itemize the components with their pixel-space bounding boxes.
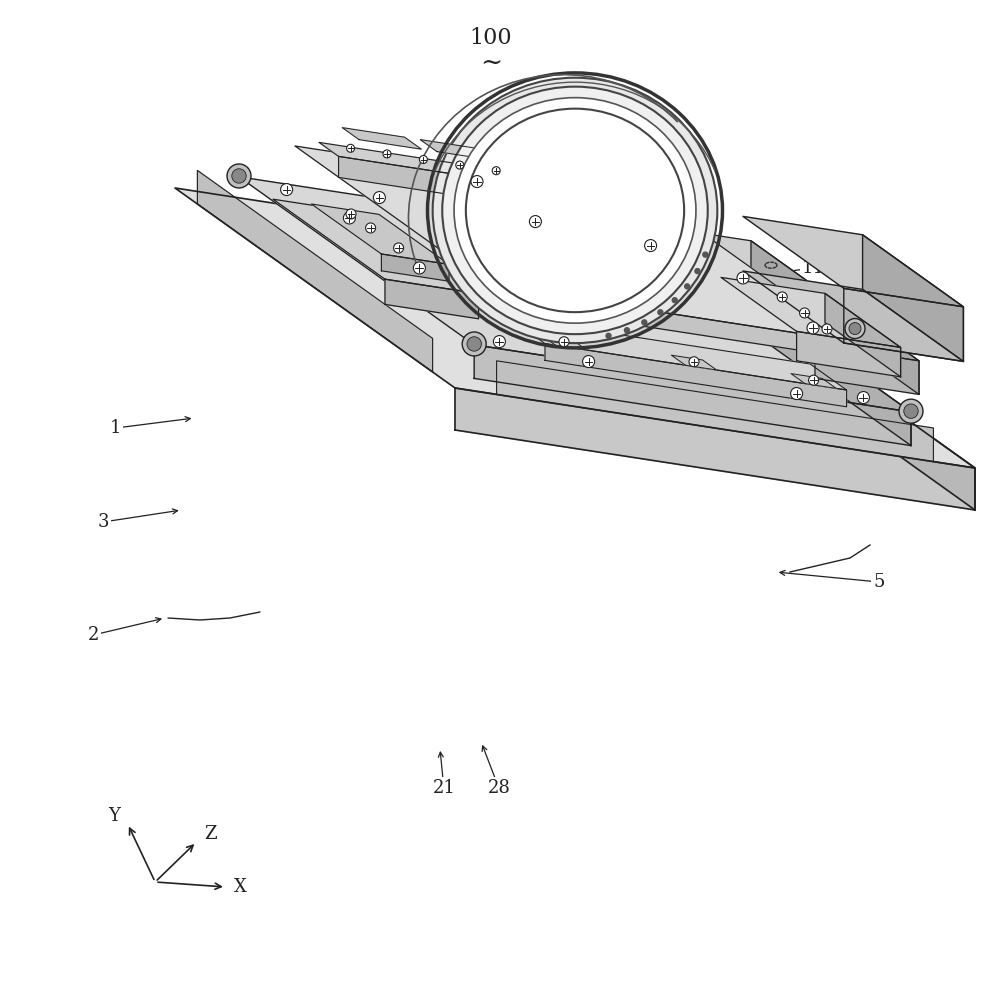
Polygon shape <box>815 345 919 394</box>
Polygon shape <box>751 241 919 394</box>
Circle shape <box>644 240 657 252</box>
Circle shape <box>373 192 385 204</box>
Polygon shape <box>676 244 911 446</box>
Circle shape <box>347 144 355 152</box>
Ellipse shape <box>465 109 684 312</box>
Circle shape <box>227 164 251 188</box>
Text: Y: Y <box>108 807 120 825</box>
Circle shape <box>807 322 819 334</box>
Ellipse shape <box>454 98 696 323</box>
Circle shape <box>669 236 683 250</box>
Circle shape <box>493 336 506 348</box>
Text: 11: 11 <box>801 259 825 277</box>
Text: 21: 21 <box>432 779 456 797</box>
Circle shape <box>383 150 391 158</box>
Polygon shape <box>385 279 478 319</box>
Text: 16: 16 <box>801 321 825 339</box>
Circle shape <box>529 216 541 228</box>
Circle shape <box>419 155 427 163</box>
Polygon shape <box>647 225 919 361</box>
Circle shape <box>344 212 355 224</box>
Polygon shape <box>273 199 478 294</box>
Polygon shape <box>455 388 975 510</box>
Circle shape <box>346 209 356 219</box>
Circle shape <box>606 333 611 338</box>
Circle shape <box>689 357 699 367</box>
Text: 100: 100 <box>469 27 513 49</box>
Polygon shape <box>497 361 934 462</box>
Circle shape <box>463 332 486 356</box>
Polygon shape <box>862 235 963 361</box>
Circle shape <box>673 298 678 303</box>
Polygon shape <box>541 335 586 350</box>
Polygon shape <box>319 142 547 188</box>
Polygon shape <box>197 170 433 372</box>
Polygon shape <box>491 286 855 359</box>
Circle shape <box>232 169 246 183</box>
Text: 5: 5 <box>873 573 885 591</box>
Circle shape <box>281 184 293 196</box>
Polygon shape <box>825 293 900 377</box>
Circle shape <box>737 272 749 284</box>
Circle shape <box>467 337 481 351</box>
Ellipse shape <box>433 78 717 343</box>
Polygon shape <box>695 268 975 510</box>
Text: 1: 1 <box>110 419 122 437</box>
Circle shape <box>857 392 869 404</box>
Polygon shape <box>509 318 846 390</box>
Text: X: X <box>234 878 246 896</box>
Polygon shape <box>721 277 900 347</box>
Polygon shape <box>743 271 963 361</box>
Text: 4: 4 <box>883 449 895 467</box>
Circle shape <box>845 319 865 339</box>
Polygon shape <box>474 345 911 446</box>
Text: 3: 3 <box>97 513 109 531</box>
Polygon shape <box>791 374 837 388</box>
Circle shape <box>808 375 819 385</box>
Polygon shape <box>239 177 911 412</box>
Text: 28: 28 <box>487 779 511 797</box>
Circle shape <box>664 231 687 255</box>
Text: 2: 2 <box>87 626 99 644</box>
Ellipse shape <box>442 87 708 334</box>
Circle shape <box>684 284 689 289</box>
Circle shape <box>394 243 404 253</box>
Circle shape <box>492 167 500 175</box>
Polygon shape <box>339 156 547 209</box>
Circle shape <box>365 223 375 233</box>
Circle shape <box>582 356 594 368</box>
Polygon shape <box>311 204 449 264</box>
Polygon shape <box>672 355 717 370</box>
Polygon shape <box>545 344 846 407</box>
Circle shape <box>456 161 464 169</box>
Polygon shape <box>342 128 421 149</box>
Circle shape <box>777 292 788 302</box>
Circle shape <box>559 337 569 347</box>
Polygon shape <box>175 188 975 468</box>
Circle shape <box>703 252 708 257</box>
Circle shape <box>899 399 923 423</box>
Circle shape <box>471 176 483 188</box>
Polygon shape <box>844 288 963 361</box>
Circle shape <box>658 310 663 315</box>
Text: Z: Z <box>204 825 217 843</box>
Circle shape <box>642 320 647 325</box>
Polygon shape <box>743 216 963 307</box>
Polygon shape <box>420 140 505 162</box>
Circle shape <box>413 262 425 274</box>
Polygon shape <box>796 331 900 377</box>
Text: ∼: ∼ <box>480 49 502 75</box>
Polygon shape <box>381 254 449 281</box>
Circle shape <box>903 404 918 418</box>
Circle shape <box>791 388 802 400</box>
Circle shape <box>799 308 809 318</box>
Circle shape <box>695 269 700 274</box>
Polygon shape <box>295 146 855 342</box>
Circle shape <box>849 323 861 335</box>
Circle shape <box>625 328 629 333</box>
Circle shape <box>822 324 832 334</box>
